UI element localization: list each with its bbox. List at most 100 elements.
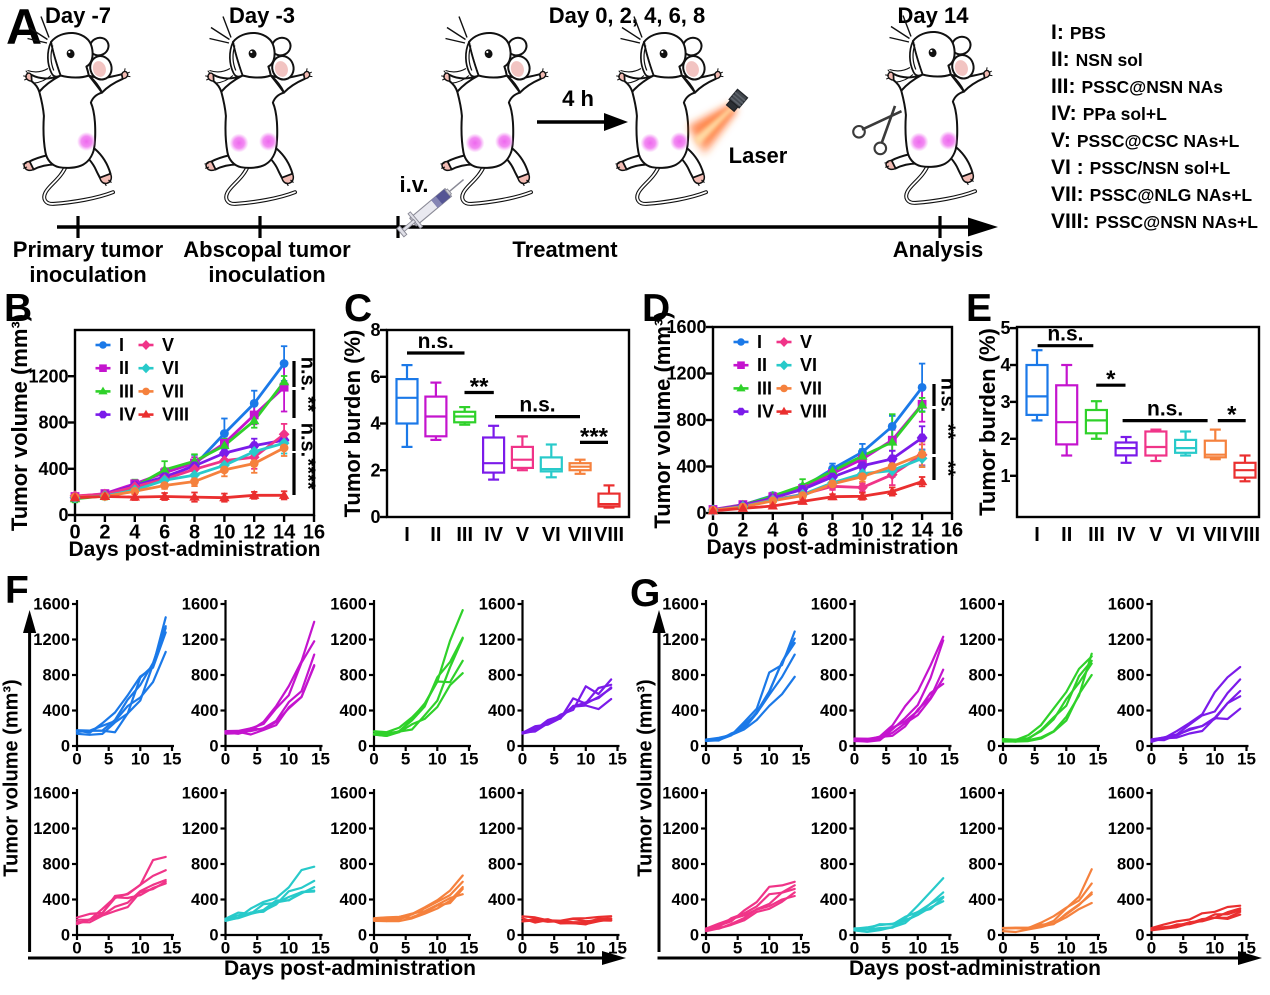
svg-text:400: 400: [38, 459, 68, 479]
svg-text:II:NSN sol: II: NSN sol: [1051, 48, 1143, 71]
svg-text:0: 0: [358, 738, 367, 756]
svg-text:5: 5: [881, 939, 890, 958]
svg-text:0: 0: [696, 503, 706, 523]
svg-text:5: 5: [104, 750, 113, 769]
svg-text:0: 0: [69, 522, 80, 544]
svg-text:800: 800: [676, 410, 706, 430]
svg-text:12: 12: [243, 522, 265, 544]
svg-text:5: 5: [104, 939, 113, 958]
svg-text:VIII:PSSC@NSN NAs+L: VIII: PSSC@NSN NAs+L: [1051, 210, 1258, 233]
svg-text:400: 400: [820, 702, 848, 720]
svg-text:10: 10: [1057, 939, 1076, 958]
svg-text:15: 15: [608, 939, 627, 958]
svg-text:2: 2: [370, 460, 380, 480]
svg-text:VI: VI: [162, 358, 179, 378]
svg-text:1200: 1200: [662, 820, 699, 838]
svg-text:n.s.: n.s.: [937, 378, 959, 412]
svg-text:1200: 1200: [182, 820, 219, 838]
svg-text:6: 6: [797, 520, 808, 542]
svg-text:800: 800: [968, 856, 996, 874]
svg-text:3: 3: [1000, 392, 1010, 412]
svg-text:Tumor burden (%): Tumor burden (%): [975, 328, 1000, 516]
svg-text:VII: VII: [800, 378, 822, 398]
svg-text:1600: 1600: [959, 785, 996, 803]
svg-text:VII: VII: [1203, 524, 1227, 546]
svg-text:10: 10: [1205, 750, 1224, 769]
svg-text:5: 5: [252, 750, 261, 769]
svg-text:15: 15: [460, 750, 479, 769]
svg-text:I:PBS: I: PBS: [1051, 21, 1106, 44]
svg-text:5: 5: [1178, 939, 1187, 958]
svg-text:15: 15: [311, 750, 330, 769]
svg-text:V: V: [800, 332, 812, 352]
svg-text:400: 400: [488, 702, 516, 720]
svg-text:inoculation: inoculation: [208, 262, 325, 287]
svg-text:1200: 1200: [182, 631, 219, 649]
svg-text:**: **: [937, 461, 959, 477]
svg-text:1600: 1600: [182, 596, 219, 614]
svg-text:Day -3: Day -3: [229, 3, 295, 28]
svg-text:1200: 1200: [959, 820, 996, 838]
svg-text:10: 10: [576, 939, 595, 958]
svg-text:Laser: Laser: [729, 143, 788, 168]
svg-text:15: 15: [163, 939, 182, 958]
svg-text:n.s.: n.s.: [297, 423, 319, 457]
svg-text:G: G: [630, 572, 660, 615]
svg-text:F: F: [5, 569, 29, 612]
svg-text:0: 0: [518, 750, 527, 769]
svg-text:V: V: [162, 335, 174, 355]
svg-text:I: I: [404, 524, 410, 546]
svg-text:10: 10: [851, 520, 873, 542]
svg-text:0: 0: [61, 927, 70, 945]
svg-text:14: 14: [273, 522, 296, 544]
svg-text:800: 800: [191, 856, 219, 874]
svg-text:n.s.: n.s.: [1147, 398, 1183, 421]
svg-text:VI: VI: [800, 355, 817, 375]
svg-text:III: III: [757, 378, 772, 398]
svg-text:0: 0: [221, 939, 230, 958]
svg-text:VIII: VIII: [1230, 524, 1260, 546]
svg-text:15: 15: [940, 939, 959, 958]
svg-text:1600: 1600: [666, 317, 706, 337]
svg-text:5: 5: [1178, 750, 1187, 769]
svg-text:6: 6: [370, 367, 380, 387]
svg-text:10: 10: [1057, 750, 1076, 769]
svg-text:0: 0: [72, 939, 81, 958]
svg-text:Tumor burden (%): Tumor burden (%): [340, 330, 365, 518]
svg-text:1600: 1600: [662, 596, 699, 614]
svg-text:Day -7: Day -7: [45, 3, 111, 28]
svg-text:1200: 1200: [662, 631, 699, 649]
svg-text:10: 10: [908, 750, 927, 769]
svg-text:5: 5: [733, 939, 742, 958]
svg-text:0: 0: [838, 738, 847, 756]
svg-text:800: 800: [1117, 667, 1145, 685]
svg-text:2: 2: [737, 520, 748, 542]
svg-text:1200: 1200: [1108, 631, 1145, 649]
svg-text:10: 10: [131, 750, 150, 769]
svg-text:inoculation: inoculation: [29, 262, 146, 287]
svg-text:12: 12: [881, 520, 903, 542]
svg-text:V:PSSC@CSC NAs+L: V: PSSC@CSC NAs+L: [1051, 129, 1240, 152]
svg-text:800: 800: [191, 667, 219, 685]
svg-text:15: 15: [1089, 939, 1108, 958]
svg-text:15: 15: [460, 939, 479, 958]
svg-text:400: 400: [42, 702, 70, 720]
svg-text:10: 10: [213, 522, 235, 544]
svg-text:0: 0: [358, 927, 367, 945]
svg-text:****: ****: [297, 458, 319, 489]
svg-text:VII:PSSC@NLG NAs+L: VII: PSSC@NLG NAs+L: [1051, 183, 1252, 206]
svg-text:14: 14: [911, 520, 934, 542]
svg-text:2: 2: [99, 522, 110, 544]
svg-text:IV: IV: [757, 402, 774, 422]
svg-text:**: **: [297, 396, 319, 412]
svg-text:1600: 1600: [479, 785, 516, 803]
svg-text:VI :PSSC/NSN sol+L: VI : PSSC/NSN sol+L: [1051, 156, 1231, 179]
svg-text:400: 400: [968, 702, 996, 720]
svg-text:1200: 1200: [330, 631, 367, 649]
svg-text:15: 15: [311, 939, 330, 958]
svg-text:IV: IV: [1117, 524, 1137, 546]
svg-text:10: 10: [576, 750, 595, 769]
svg-text:800: 800: [1117, 856, 1145, 874]
svg-text:0: 0: [701, 750, 710, 769]
svg-text:10: 10: [760, 939, 779, 958]
